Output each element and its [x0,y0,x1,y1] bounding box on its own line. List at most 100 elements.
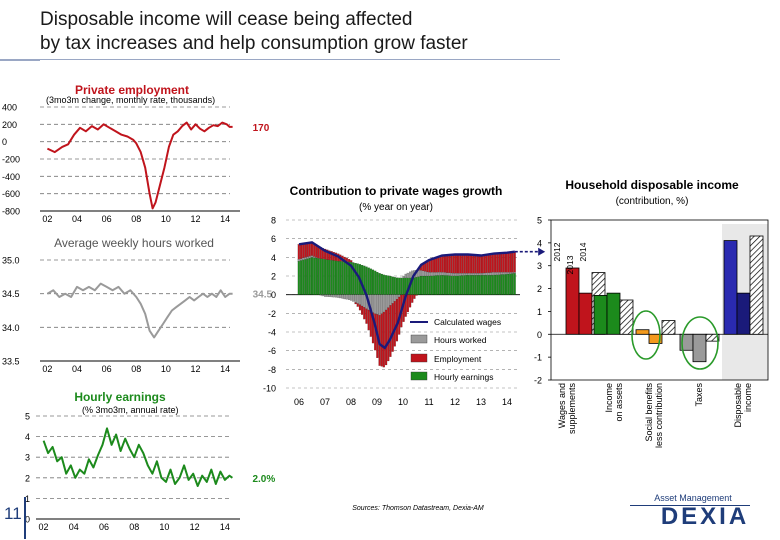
stacked-bar [371,294,375,313]
stacked-bar [361,294,364,307]
stacked-bar [348,261,351,295]
stacked-bar [500,252,503,273]
last-value-label: 170 [253,123,270,134]
stacked-bar [385,275,388,295]
stacked-bar [463,275,466,295]
stacked-bar [345,294,348,300]
title-line-1: Disposable income will cease being affec… [40,9,413,30]
stacked-bar [409,271,412,278]
stacked-bar [437,275,440,295]
stacked-bar [450,275,453,295]
x-tick-label: 06 [99,522,109,532]
household-income-chart: Household disposable income (contribution… [534,178,769,448]
title-rule-left [0,60,40,61]
x-tick-label: 12 [450,397,460,407]
stacked-bar [348,294,351,300]
stacked-bar [441,255,444,273]
stacked-bar [504,252,508,273]
stacked-bar [463,254,466,274]
year-label: 2013 [565,255,575,274]
stacked-bar [302,257,305,260]
stacked-bar [511,272,514,274]
stacked-bar [470,273,473,276]
stacked-bar [443,272,447,276]
page-title: Disposable income will cease being affec… [40,8,560,56]
x-tick-label: 12 [191,214,201,224]
stacked-bar [385,309,388,366]
stacked-bar [476,273,479,276]
stacked-bar [513,272,516,274]
household-bar [648,333,663,344]
y-tick-label: 0 [537,330,542,340]
stacked-bar [306,242,309,257]
category-label: Disposable [733,383,743,428]
y-tick-label: 2 [537,284,542,294]
highlight-circle [631,310,661,360]
stacked-bar [339,294,342,299]
chart-subtitle: (3mo3m change, monthly rate, thousands) [46,95,215,105]
page-number: 11 [4,504,22,523]
legend-label: Employment [434,354,482,364]
stacked-bar [487,254,490,273]
stacked-bar [513,251,516,273]
stacked-bar [474,275,477,295]
stacked-bar [365,266,368,295]
series-line [46,121,233,210]
stacked-bar [437,272,440,276]
stacked-bar [509,272,512,274]
stacked-bar [467,275,470,295]
x-tick-label: 08 [346,397,356,407]
stacked-bar [404,273,407,278]
stacked-bar [313,256,316,258]
x-tick-label: 10 [161,364,171,374]
y-tick-label: -600 [2,189,20,199]
stacked-bar [297,244,300,260]
y-tick-label: 34.0 [2,323,20,333]
stacked-bar [367,309,370,331]
y-tick-label: 0 [2,137,7,147]
household-bar [692,333,707,363]
x-tick-label: 10 [159,522,169,532]
stacked-bar [494,274,497,295]
household-bar [606,292,621,335]
stacked-bar [433,275,436,295]
stacked-bar [382,311,385,368]
legend-label: Hourly earnings [434,372,494,382]
household-bar [705,333,720,342]
x-tick-label: 11 [424,397,433,407]
chart-title: Hourly earnings [74,390,166,404]
stacked-bar [437,256,440,273]
year-label: 2014 [578,242,588,261]
stacked-bar [426,275,429,295]
stacked-bar [393,294,396,302]
stacked-bar [330,260,333,295]
y-tick-label: 4 [25,432,30,442]
stacked-bar [454,275,457,295]
legend-swatch [410,334,428,344]
stacked-bar [485,275,488,295]
stacked-bar [330,251,333,261]
stacked-bar [406,272,409,278]
stacked-bar [456,273,460,276]
stacked-bar [413,294,416,299]
series-line [42,427,233,487]
y-tick-label: 400 [2,103,17,113]
stacked-bar [461,254,464,274]
x-tick-label: 10 [398,397,408,407]
stacked-bar [472,275,475,295]
household-bar [565,267,580,335]
stacked-bar [483,254,486,274]
chart-subtitle: (% 3mo3m, annual rate) [82,405,179,415]
y-tick-label: -2 [534,376,542,386]
y-tick-label: -4 [268,328,276,338]
legend-label: Hours worked [434,335,487,345]
stacked-bar [489,254,492,273]
stacked-bar [491,275,494,295]
stacked-bar [306,258,309,295]
private-employment-chart: 400 200 0 -200 -400 -600 -800 02 04 06 08 10 12 14 170… [2,83,270,224]
y-tick-label: 34.5 [2,289,20,299]
stacked-bar [326,249,329,260]
plot-frame [550,219,769,381]
y-tick-label: -6 [268,346,276,356]
stacked-bar [487,275,490,295]
